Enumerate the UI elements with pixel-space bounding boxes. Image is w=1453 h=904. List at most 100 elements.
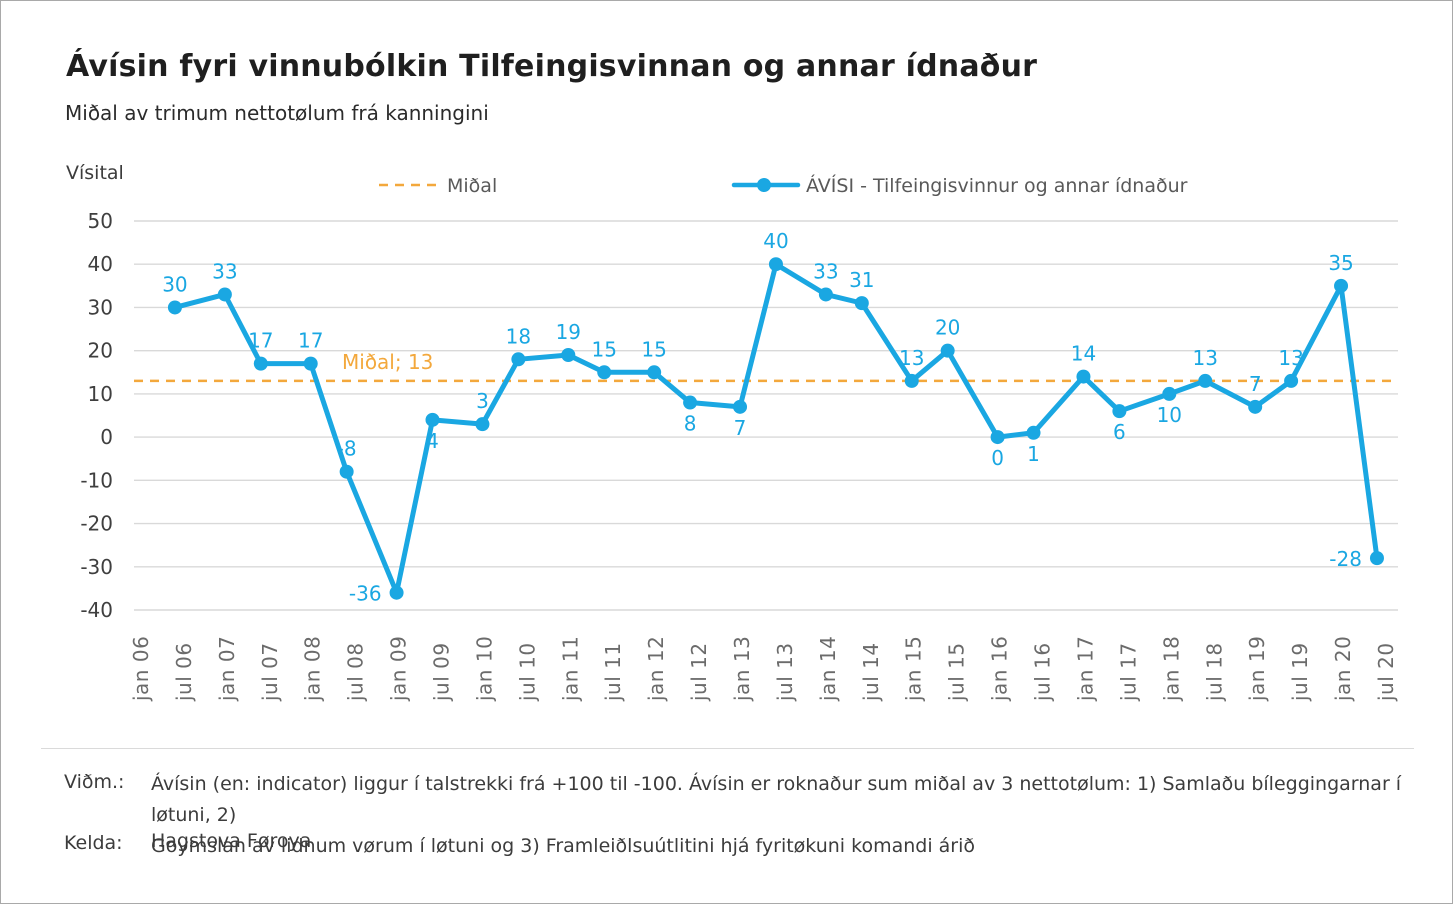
data-point-label: -36 <box>349 582 382 606</box>
data-point-marker <box>303 356 318 371</box>
y-axis-tick-label: 20 <box>88 339 113 363</box>
data-point-label: 7 <box>734 416 747 440</box>
x-axis-tick-label: jan 07 <box>215 636 239 702</box>
average-line-label: Miðal; 13 <box>342 350 433 374</box>
data-point-label: 40 <box>763 229 788 253</box>
y-axis-tick-label: -30 <box>80 555 113 579</box>
footer-divider <box>41 748 1414 749</box>
x-axis-tick-label: jul 12 <box>687 642 711 702</box>
data-point-label: 15 <box>592 337 617 361</box>
x-axis-tick-label: jan 16 <box>988 636 1012 702</box>
x-axis-tick-label: jul 13 <box>773 642 797 702</box>
x-axis-tick-label: jan 17 <box>1073 636 1097 702</box>
data-point-marker <box>1334 278 1349 293</box>
data-point-label: 14 <box>1071 342 1096 366</box>
data-point-label: 0 <box>991 446 1004 470</box>
x-axis-tick-label: jul 09 <box>430 642 454 702</box>
x-axis-tick-label: jul 19 <box>1288 642 1312 702</box>
legend-series-marker <box>757 178 771 192</box>
data-point-marker <box>904 373 919 388</box>
x-axis-tick-label: jan 09 <box>387 636 411 702</box>
data-point-label: 33 <box>813 259 838 283</box>
data-point-label: 10 <box>1157 403 1182 427</box>
data-point-marker <box>1284 373 1299 388</box>
data-point-label: 1 <box>1027 442 1040 466</box>
x-axis-tick-label: jan 19 <box>1245 636 1269 702</box>
data-point-marker <box>389 585 404 600</box>
data-point-label: 8 <box>684 412 697 436</box>
note-line-1: Ávísin (en: indicator) liggur í talstrek… <box>151 773 1402 826</box>
x-axis-tick-label: jul 06 <box>172 642 196 702</box>
x-axis-tick-label: jan 18 <box>1159 636 1183 702</box>
x-axis-tick-label: jan 11 <box>558 636 582 702</box>
x-axis-tick-label: jul 17 <box>1116 642 1140 702</box>
data-point-label: 33 <box>212 259 237 283</box>
data-point-label: 13 <box>899 346 924 370</box>
data-point-marker <box>733 399 748 414</box>
data-point-marker <box>1026 425 1041 440</box>
x-axis-tick-label: jan 20 <box>1331 636 1355 702</box>
data-point-label: 4 <box>426 429 439 453</box>
data-point-label: 31 <box>849 268 874 292</box>
y-axis-tick-label: 50 <box>88 209 113 233</box>
note-label: Viðm.: <box>64 771 125 793</box>
x-axis-tick-label: jan 10 <box>472 636 496 702</box>
x-axis-tick-label: jul 10 <box>515 642 539 702</box>
x-axis-tick-label: jul 11 <box>601 642 625 702</box>
data-point-label: 13 <box>1193 346 1218 370</box>
x-axis-tick-label: jan 15 <box>902 636 926 702</box>
data-point-marker <box>475 417 490 432</box>
data-point-marker <box>1076 369 1091 384</box>
data-point-label: 20 <box>935 316 960 340</box>
x-axis-tick-label: jan 14 <box>816 636 840 702</box>
data-point-label: 17 <box>248 329 273 353</box>
y-axis-tick-label: 30 <box>88 295 113 319</box>
y-axis-tick-label: -10 <box>80 468 113 492</box>
data-point-marker <box>940 343 955 358</box>
data-point-marker <box>647 365 662 380</box>
x-axis-tick-label: jul 07 <box>258 642 282 702</box>
data-point-label: -8 <box>337 437 357 461</box>
y-axis-tick-label: 0 <box>100 425 113 449</box>
data-point-marker <box>1112 404 1127 419</box>
data-point-label: 6 <box>1113 420 1126 444</box>
y-axis-tick-label: -40 <box>80 598 113 622</box>
chart-subtitle: Miðal av trimum nettotølum frá kanningin… <box>65 101 489 125</box>
data-point-marker <box>217 287 232 302</box>
data-point-marker <box>1162 386 1177 401</box>
data-point-label: -28 <box>1329 547 1362 571</box>
data-point-marker <box>1198 373 1213 388</box>
data-point-label: 30 <box>162 272 187 296</box>
legend-series-label: ÁVÍSI - Tilfeingisvinnur og annar ídnaðu… <box>806 174 1188 197</box>
x-axis-tick-label: jan 08 <box>301 636 325 702</box>
data-point-marker <box>253 356 268 371</box>
y-axis-title: Vísital <box>66 162 124 184</box>
y-axis-tick-label: 40 <box>88 252 113 276</box>
x-axis-tick-label: jul 14 <box>859 642 883 702</box>
data-point-label: 3 <box>476 389 489 413</box>
source-label: Kelda: <box>64 832 123 854</box>
note-line-2: Goymslan av lidnum vørum í løtuni og 3) … <box>151 835 975 857</box>
data-point-label: 18 <box>506 324 531 348</box>
data-point-label: 35 <box>1328 251 1353 275</box>
data-point-label: 19 <box>556 320 581 344</box>
x-axis-tick-label: jan 13 <box>730 636 754 702</box>
x-axis-tick-label: jul 18 <box>1202 642 1226 702</box>
series-line <box>172 261 1380 596</box>
data-point-marker <box>683 395 698 410</box>
x-axis-tick-label: jul 20 <box>1374 642 1398 702</box>
data-point-marker <box>818 287 833 302</box>
data-point-marker <box>339 464 354 479</box>
x-axis-tick-label: jul 08 <box>344 642 368 702</box>
data-point-marker <box>1248 399 1263 414</box>
y-axis-tick-label: 10 <box>88 382 113 406</box>
data-point-label: 13 <box>1278 346 1303 370</box>
legend-average-label: Miðal <box>447 175 497 197</box>
x-axis-tick-label: jul 16 <box>1031 642 1055 702</box>
data-point-marker <box>990 430 1005 445</box>
x-axis-tick-label: jul 15 <box>945 642 969 702</box>
data-point-marker <box>854 296 869 311</box>
x-axis-tick-label: jan 12 <box>644 636 668 702</box>
note-text: Ávísin (en: indicator) liggur í talstrek… <box>151 769 1452 862</box>
